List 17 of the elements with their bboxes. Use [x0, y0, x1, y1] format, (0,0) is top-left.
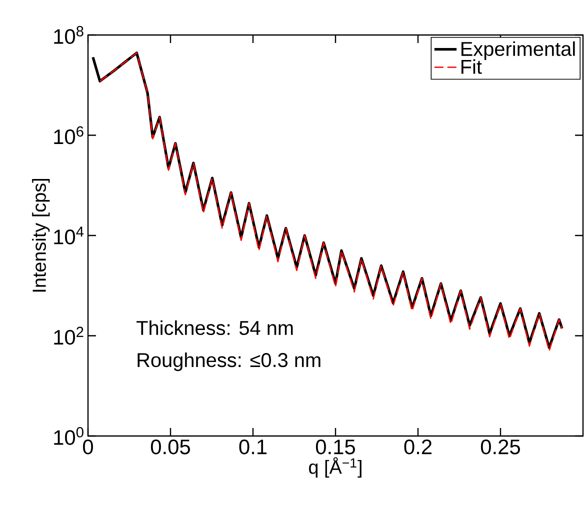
annotation: Roughness: ≤0.3 nm [138, 352, 320, 372]
y-tick-label: 10$^{4}$ [54, 226, 84, 244]
y-tick-label: 10$^{6}$ [54, 126, 84, 144]
x-tick-label: 0.15 [316, 440, 355, 454]
legend-label: Fit [462, 59, 482, 74]
y-tick-label: 10$^{8}$ [54, 26, 84, 44]
legend-label: Experimental [462, 41, 575, 60]
x-tick-label: 0.05 [150, 440, 190, 454]
annotation: Thickness: 54 nm [136, 320, 293, 336]
y-tick-label: 10$^{2}$ [54, 326, 84, 345]
y-axis-title: Intensity [cps] [32, 178, 50, 292]
x-tick-label: 0.1 [239, 440, 267, 454]
x-tick-label: 0.2 [404, 440, 432, 454]
x-tick-label: 0.25 [480, 440, 520, 454]
x-tick-label: 0 [83, 440, 93, 454]
x-axis-title: q [Å$^{−1}$] [309, 457, 362, 478]
y-tick-label: 10$^{0}$ [54, 427, 84, 445]
